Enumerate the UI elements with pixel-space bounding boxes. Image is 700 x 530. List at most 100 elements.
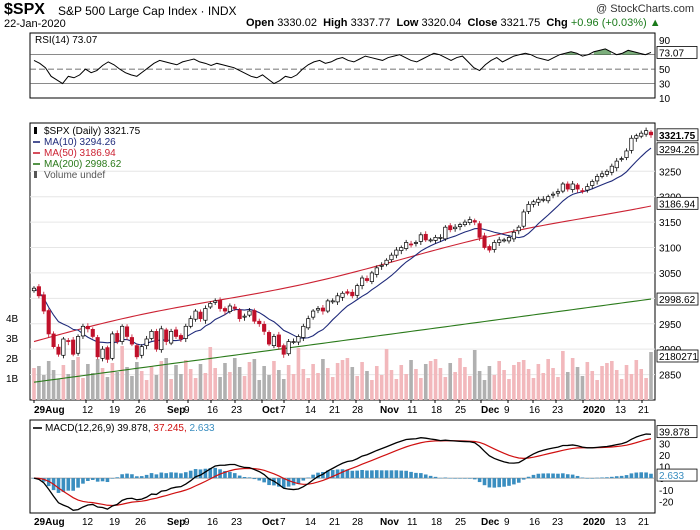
- candle-body: [76, 336, 81, 354]
- candle-body: [335, 295, 340, 303]
- volume-bar: [521, 360, 526, 400]
- volume-bar: [130, 376, 134, 400]
- volume-bar: [453, 372, 457, 400]
- rsi-last-value: 73.07: [659, 48, 684, 59]
- symbol: $SPX: [4, 1, 45, 18]
- macd-x-axis-label: Oct: [262, 517, 279, 528]
- candle-body: [227, 305, 232, 312]
- macd-histogram-bar: [267, 478, 271, 486]
- macd-histogram-bar: [252, 478, 257, 480]
- candle-body: [580, 190, 585, 192]
- candle-body: [31, 287, 37, 292]
- rsi-tick-label: 30: [659, 80, 671, 91]
- macd-histogram-bar: [492, 478, 497, 488]
- volume-bar: [580, 376, 585, 400]
- macd-histogram-bar: [433, 476, 438, 479]
- macd-x-axis-label: 16: [207, 517, 219, 528]
- volume-bar: [291, 374, 296, 400]
- candle-body: [286, 341, 291, 355]
- volume-bar: [86, 364, 90, 400]
- candle-body: [599, 173, 605, 177]
- macd-histogram-bar: [409, 471, 413, 479]
- macd-histogram-bar: [590, 478, 595, 479]
- macd-histogram-bar: [639, 472, 644, 479]
- x-axis-label: 16: [529, 405, 541, 416]
- candle-body: [399, 247, 404, 251]
- volume-bar: [634, 360, 639, 400]
- volume-bar: [179, 374, 183, 400]
- volume-bar: [482, 380, 487, 400]
- volume-bar: [404, 374, 408, 400]
- volume-bar: [345, 358, 350, 400]
- macd-histogram-bar: [629, 473, 634, 479]
- candle-body: [648, 131, 654, 136]
- legend-entry: $SPX (Daily) 3321.75: [44, 126, 141, 137]
- candle-body: [311, 310, 316, 318]
- watermark: @ StockCharts.com: [596, 3, 694, 15]
- candle-body: [51, 333, 56, 347]
- macd-tick-label: 30: [659, 439, 671, 450]
- last-value-label: 3321.75: [659, 131, 696, 142]
- macd-histogram-bar: [306, 477, 311, 479]
- candle-body: [164, 329, 169, 342]
- chg-value: +0.96 (+0.03%): [570, 17, 647, 29]
- volume-tick-label: 3B: [6, 334, 19, 345]
- candle-body: [169, 331, 174, 344]
- last-value-box: [656, 128, 699, 142]
- macd-x-axis-label: 25: [455, 517, 467, 528]
- macd-histogram-bar: [100, 478, 105, 482]
- macd-histogram-bar: [536, 473, 541, 479]
- x-axis-label: 11: [407, 405, 418, 416]
- candle-body: [257, 320, 262, 325]
- candle-body: [36, 286, 41, 297]
- volume-bar: [326, 368, 330, 400]
- x-axis-label: 9: [184, 405, 190, 416]
- macd-histogram-bar: [634, 472, 639, 479]
- macd-histogram-bar: [76, 478, 80, 488]
- candle-body: [614, 160, 619, 169]
- macd-histogram-bar: [281, 478, 286, 488]
- volume-bar: [590, 371, 595, 400]
- candle-body: [516, 226, 521, 232]
- candle-body: [453, 226, 458, 230]
- macd-histogram-bar: [237, 475, 242, 479]
- volume-bar: [546, 359, 550, 400]
- price-frame: [29, 122, 656, 401]
- volume-bar: [169, 379, 173, 400]
- macd-histogram-bar: [355, 470, 359, 479]
- macd-histogram-bar: [556, 473, 560, 479]
- macd-histogram-bar: [184, 472, 188, 479]
- macd-histogram-bar: [614, 476, 619, 479]
- candle-body: [276, 334, 281, 347]
- volume-bar: [443, 377, 448, 400]
- volume-bar: [188, 369, 193, 400]
- candle-body: [320, 307, 325, 312]
- volume-bar: [487, 366, 492, 400]
- macd-histogram-bar: [350, 470, 355, 479]
- macd-histogram-bar: [507, 478, 511, 486]
- volume-bar: [448, 363, 453, 400]
- rsi-tick-label: 90: [659, 36, 671, 47]
- macd-histogram-bar: [81, 478, 85, 484]
- macd-histogram-bar: [110, 478, 115, 479]
- price-tick-label: 2950: [659, 320, 682, 331]
- macd-last-value: 2.633: [659, 471, 684, 482]
- candle-body: [124, 326, 130, 337]
- macd-x-axis-label: 23: [231, 517, 243, 528]
- volume-bar: [32, 368, 36, 400]
- volume-bar: [95, 359, 100, 400]
- macd-tick-label: 20: [659, 451, 671, 462]
- volume-bar: [492, 375, 497, 400]
- macd-histogram-bar: [71, 478, 75, 491]
- macd-histogram-bar: [208, 468, 213, 479]
- macd-histogram-bar: [159, 472, 164, 479]
- volume-bar: [414, 369, 418, 400]
- x-axis-label: 21: [329, 405, 341, 416]
- legend-entry: Volume undef: [44, 170, 105, 181]
- macd-histogram-bar: [428, 475, 433, 479]
- volume-bar: [350, 367, 355, 400]
- volume-bar: [164, 358, 169, 400]
- open-value: 3330.02: [277, 17, 317, 29]
- volume-bar: [51, 370, 56, 400]
